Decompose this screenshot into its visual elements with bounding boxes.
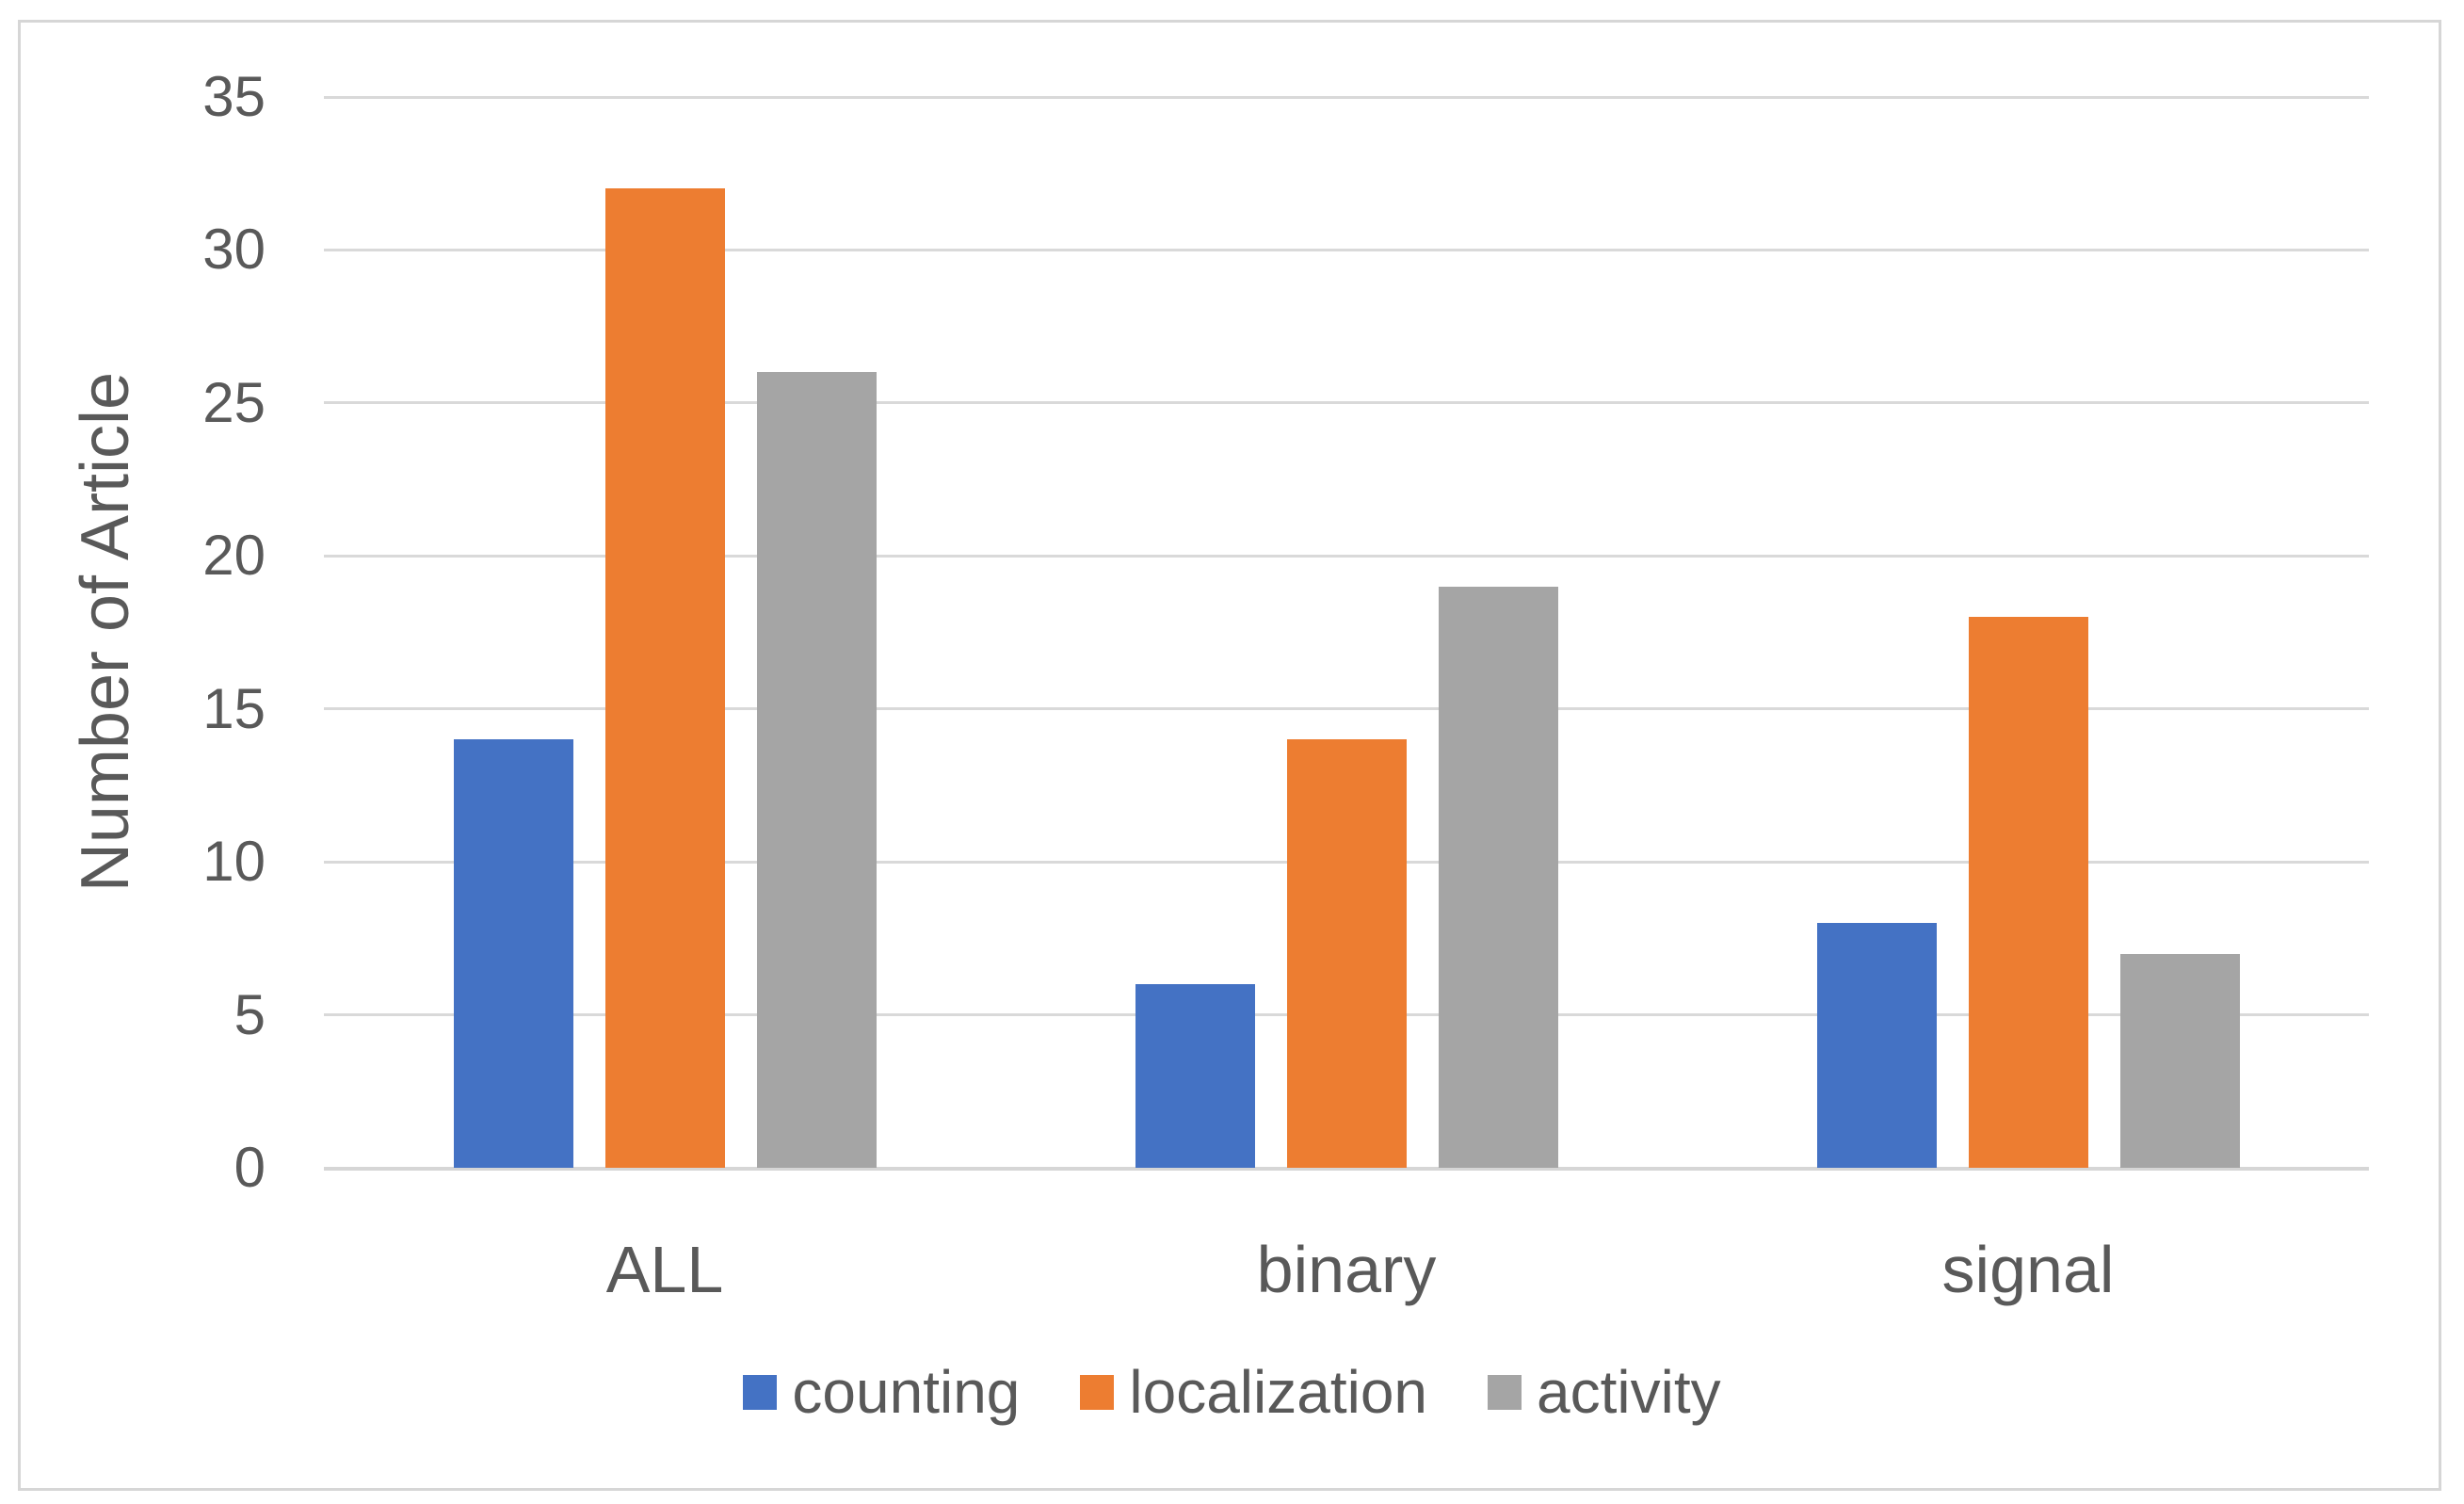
legend-item-activity: activity [1488,1356,1721,1428]
bar-counting-ALL [453,739,573,1168]
gridline [324,95,2369,99]
bar-activity-signal [2119,953,2240,1168]
gridline [324,248,2369,251]
legend-marker-localization [1080,1374,1115,1410]
gridline [324,554,2369,558]
bar-localization-ALL [604,188,725,1168]
x-category-label-ALL: ALL [605,1233,724,1306]
legend-label-counting: counting [792,1358,1021,1426]
gridline [324,707,2369,711]
legend-label-localization: localization [1129,1358,1427,1426]
gridline [324,401,2369,405]
legend: counting localization activity [0,1356,2464,1428]
y-tick-label: 35 [202,65,266,128]
y-tick-label: 10 [202,830,266,894]
y-tick-label: 15 [202,676,266,740]
legend-marker-counting [743,1374,778,1410]
bar-activity-ALL [756,372,877,1168]
bar-counting-binary [1135,984,1255,1168]
y-tick-label: 25 [202,370,266,434]
x-axis-line [324,1167,2369,1171]
y-tick-label: 0 [234,1136,266,1199]
bar-counting-signal [1816,923,1937,1168]
legend-label-activity: activity [1537,1358,1721,1426]
bar-localization-signal [1968,617,2088,1168]
legend-marker-activity [1488,1374,1522,1410]
y-tick-label: 20 [202,524,266,588]
x-category-label-binary: binary [1256,1233,1437,1306]
legend-item-localization: localization [1080,1356,1427,1428]
legend-item-counting: counting [743,1356,1020,1428]
x-category-label-signal: signal [1941,1233,2115,1306]
y-tick-label: 5 [234,982,266,1046]
y-tick-label: 30 [202,218,266,282]
bar-localization-binary [1286,739,1407,1168]
plot-area [324,95,2369,1171]
bar-activity-binary [1438,586,1558,1168]
